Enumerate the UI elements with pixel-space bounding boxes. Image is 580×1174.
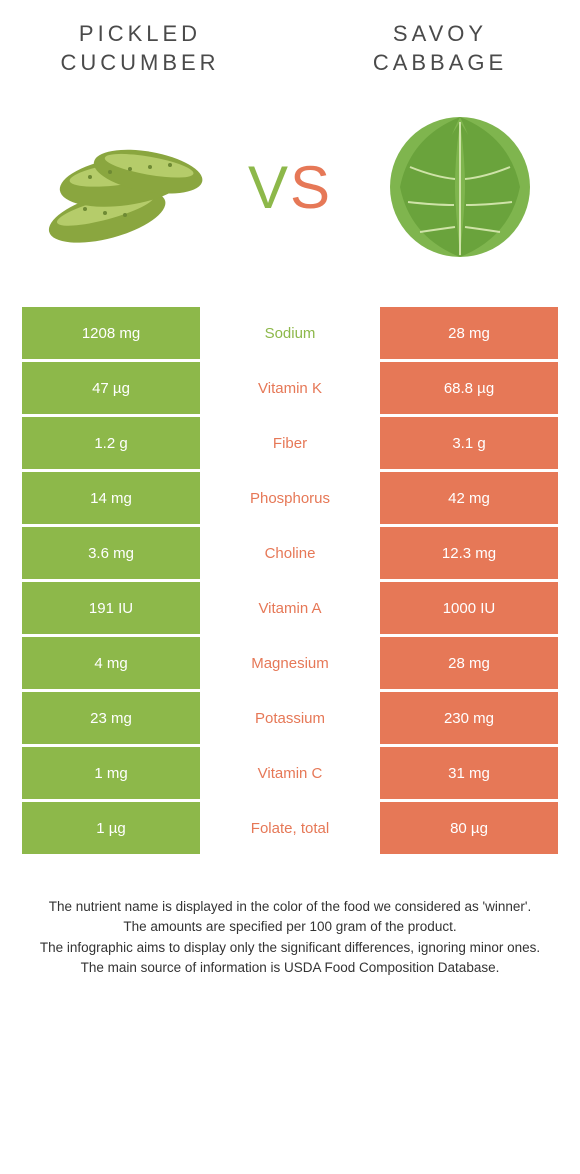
left-value: 1 µg bbox=[22, 802, 200, 854]
left-title-line1: PICKLED bbox=[79, 21, 201, 46]
right-value: 28 mg bbox=[380, 637, 558, 689]
nutrient-label: Folate, total bbox=[200, 802, 380, 854]
right-value: 80 µg bbox=[380, 802, 558, 854]
right-value: 230 mg bbox=[380, 692, 558, 744]
nutrient-table: 1208 mgSodium28 mg47 µgVitamin K68.8 µg1… bbox=[0, 307, 580, 854]
footer-notes: The nutrient name is displayed in the co… bbox=[0, 857, 580, 978]
left-value: 191 IU bbox=[22, 582, 200, 634]
nutrient-label: Vitamin C bbox=[200, 747, 380, 799]
nutrient-label: Choline bbox=[200, 527, 380, 579]
vs-s: S bbox=[290, 154, 332, 221]
nutrient-label: Fiber bbox=[200, 417, 380, 469]
vs-v: V bbox=[248, 154, 290, 221]
nutrient-label: Vitamin A bbox=[200, 582, 380, 634]
table-row: 47 µgVitamin K68.8 µg bbox=[22, 362, 558, 414]
right-value: 3.1 g bbox=[380, 417, 558, 469]
right-value: 31 mg bbox=[380, 747, 558, 799]
header: PICKLED CUCUMBER SAVOY CABBAGE bbox=[0, 0, 580, 87]
left-value: 3.6 mg bbox=[22, 527, 200, 579]
nutrient-label: Sodium bbox=[200, 307, 380, 359]
nutrient-label: Vitamin K bbox=[200, 362, 380, 414]
nutrient-label: Potassium bbox=[200, 692, 380, 744]
left-value: 1 mg bbox=[22, 747, 200, 799]
nutrient-label: Phosphorus bbox=[200, 472, 380, 524]
right-value: 68.8 µg bbox=[380, 362, 558, 414]
table-row: 1 µgFolate, total80 µg bbox=[22, 802, 558, 854]
table-row: 4 mgMagnesium28 mg bbox=[22, 637, 558, 689]
left-value: 14 mg bbox=[22, 472, 200, 524]
right-value: 1000 IU bbox=[380, 582, 558, 634]
nutrient-label: Magnesium bbox=[200, 637, 380, 689]
left-title: PICKLED CUCUMBER bbox=[40, 20, 240, 77]
left-value: 4 mg bbox=[22, 637, 200, 689]
pickled-cucumber-image bbox=[30, 107, 210, 267]
table-row: 3.6 mgCholine12.3 mg bbox=[22, 527, 558, 579]
right-title-line2: CABBAGE bbox=[373, 50, 507, 75]
left-value: 23 mg bbox=[22, 692, 200, 744]
images-row: VS bbox=[0, 87, 580, 307]
footer-line3: The infographic aims to display only the… bbox=[28, 938, 552, 958]
table-row: 191 IUVitamin A1000 IU bbox=[22, 582, 558, 634]
vs-label: VS bbox=[248, 153, 332, 222]
right-title-line1: SAVOY bbox=[393, 21, 487, 46]
footer-line2: The amounts are specified per 100 gram o… bbox=[28, 917, 552, 937]
table-row: 1.2 gFiber3.1 g bbox=[22, 417, 558, 469]
left-value: 1208 mg bbox=[22, 307, 200, 359]
footer-line1: The nutrient name is displayed in the co… bbox=[28, 897, 552, 917]
left-title-line2: CUCUMBER bbox=[60, 50, 219, 75]
savoy-cabbage-image bbox=[370, 107, 550, 267]
left-value: 1.2 g bbox=[22, 417, 200, 469]
table-row: 1208 mgSodium28 mg bbox=[22, 307, 558, 359]
right-title: SAVOY CABBAGE bbox=[340, 20, 540, 77]
left-value: 47 µg bbox=[22, 362, 200, 414]
right-value: 12.3 mg bbox=[380, 527, 558, 579]
right-value: 42 mg bbox=[380, 472, 558, 524]
table-row: 23 mgPotassium230 mg bbox=[22, 692, 558, 744]
table-row: 14 mgPhosphorus42 mg bbox=[22, 472, 558, 524]
table-row: 1 mgVitamin C31 mg bbox=[22, 747, 558, 799]
footer-line4: The main source of information is USDA F… bbox=[28, 958, 552, 978]
right-value: 28 mg bbox=[380, 307, 558, 359]
